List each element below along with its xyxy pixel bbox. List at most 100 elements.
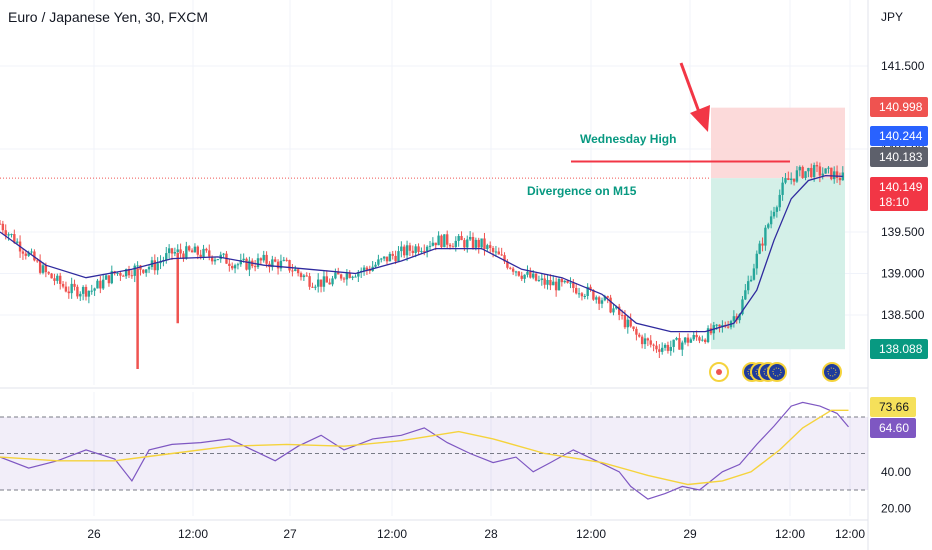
candle-body <box>319 279 323 287</box>
candle-body <box>302 275 306 278</box>
candle-body <box>199 254 202 258</box>
candle-body <box>446 234 449 245</box>
candle-body <box>689 339 693 343</box>
candle-body <box>632 326 635 329</box>
price-badge[interactable] <box>870 177 928 211</box>
candles <box>0 161 844 369</box>
candle-body <box>291 270 294 272</box>
price-tick-label: 139.000 <box>881 267 925 281</box>
candle-body <box>626 319 629 328</box>
price-axis: JPY141.500140.500139.500139.000138.50040… <box>870 10 928 515</box>
candle-body <box>549 280 552 286</box>
candle-body <box>830 167 833 180</box>
candle-body <box>1 223 5 231</box>
candle-body <box>374 264 377 267</box>
candle-body <box>781 182 784 195</box>
candle-body <box>84 286 88 297</box>
candle-body <box>193 246 197 253</box>
candle-body <box>145 269 148 273</box>
time-tick-label: 12:00 <box>775 527 805 541</box>
candle-body <box>53 278 56 281</box>
candle-body <box>486 245 489 249</box>
candle-body <box>222 253 225 255</box>
candle-body <box>405 245 409 256</box>
candle-body <box>408 245 412 251</box>
candle-body <box>437 235 440 246</box>
candle-body <box>185 246 188 259</box>
candle-body <box>385 256 389 262</box>
candle-body <box>804 171 807 178</box>
candle-body <box>658 349 661 352</box>
candle-body <box>274 259 277 262</box>
candle-body <box>661 347 664 352</box>
candle-body <box>704 339 707 343</box>
candle-body <box>666 344 670 351</box>
candle-body <box>726 326 730 328</box>
candle-body <box>308 276 311 287</box>
candle-body <box>107 275 111 284</box>
price-badge[interactable] <box>870 339 928 359</box>
candle-body <box>838 177 842 181</box>
candle-body <box>471 236 475 248</box>
euro-flag-icon[interactable] <box>767 362 787 382</box>
candle-body <box>778 194 781 208</box>
candle-body <box>305 275 308 277</box>
stop-loss-zone[interactable] <box>711 107 845 179</box>
candle-body <box>784 178 787 183</box>
time-tick-label: 26 <box>87 527 101 541</box>
candle-body <box>787 178 790 181</box>
candle-body <box>557 279 561 291</box>
rsi-ma-line <box>0 409 849 486</box>
price-badge[interactable] <box>870 147 928 167</box>
candle-body <box>835 171 839 178</box>
candle-body <box>213 259 217 262</box>
rsi-badge[interactable] <box>870 418 916 438</box>
candle-body <box>328 282 331 285</box>
rsi-badge[interactable] <box>870 397 916 417</box>
candle-body <box>827 167 830 169</box>
candle-body <box>245 258 248 270</box>
candle-body <box>683 337 687 343</box>
candle-body <box>815 165 819 167</box>
candle-body <box>403 246 406 256</box>
candle-body <box>231 266 234 269</box>
candle-body <box>216 259 220 261</box>
price-tick-label: 141.500 <box>881 59 925 73</box>
candle-body <box>0 223 2 225</box>
candle-body <box>434 242 437 246</box>
candle-body <box>394 255 397 262</box>
price-badge[interactable] <box>870 126 928 146</box>
candle-body <box>362 267 366 271</box>
candle-body <box>744 290 747 300</box>
candle-body <box>560 279 564 283</box>
candle-body <box>511 268 515 272</box>
candle-body <box>532 273 535 278</box>
candle-body <box>167 248 171 254</box>
candle-body <box>810 167 813 178</box>
candle-body <box>514 271 518 273</box>
candle-body <box>182 253 185 259</box>
candle-body <box>741 299 744 315</box>
candle-body <box>489 245 492 248</box>
candle-body <box>529 271 532 278</box>
candle-body <box>93 288 96 291</box>
candle-body <box>517 271 521 276</box>
candle-body <box>119 272 122 276</box>
candle-body <box>96 280 99 289</box>
candle-body <box>509 267 512 269</box>
price-badge[interactable] <box>870 97 928 117</box>
candle-body <box>47 272 50 274</box>
candle-body <box>563 280 566 283</box>
candle-body <box>127 269 131 276</box>
candle-body <box>575 287 578 294</box>
euro-flag-stars <box>772 367 782 377</box>
rsi-badge-value: 64.60 <box>879 421 909 435</box>
candle-body <box>755 253 758 269</box>
candle-body <box>279 260 283 269</box>
candle-body <box>523 274 526 279</box>
rsi-badge-value: 73.66 <box>879 400 909 414</box>
euro-flag-icon[interactable] <box>822 362 842 382</box>
candle-body <box>678 338 681 350</box>
candle-body <box>833 171 836 180</box>
